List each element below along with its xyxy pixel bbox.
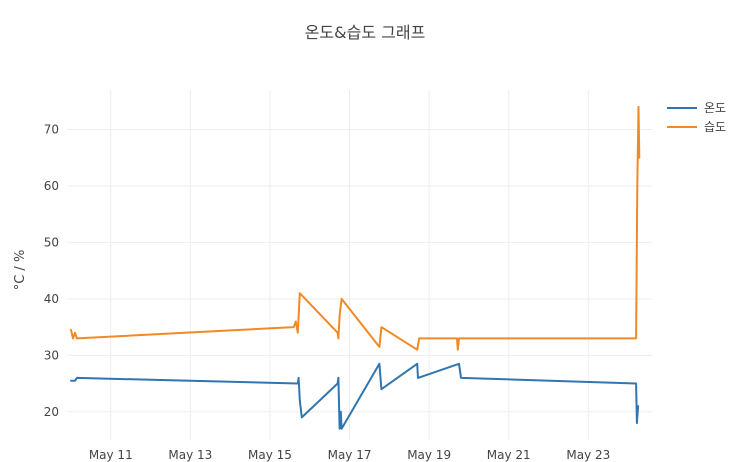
- series-lines: [70, 105, 641, 430]
- y-tick-label: 50: [44, 235, 59, 249]
- legend-item[interactable]: 습도: [667, 120, 726, 134]
- x-tick-label: May 15: [248, 448, 292, 462]
- chart-title: 온도&습도 그래프: [305, 23, 426, 42]
- x-tick-label: May 21: [487, 448, 531, 462]
- x-tick-label: May 17: [328, 448, 372, 462]
- y-tick-label: 40: [44, 292, 59, 306]
- grid: [67, 90, 652, 440]
- x-tick-label: May 13: [168, 448, 212, 462]
- y-tick-label: 20: [44, 405, 59, 419]
- y-tick-label: 60: [44, 179, 59, 193]
- series-line-2: [70, 105, 641, 351]
- y-axis-label: °C / %: [13, 250, 28, 291]
- legend-item[interactable]: 온도: [667, 101, 726, 115]
- x-tick-label: May 11: [89, 448, 133, 462]
- x-tick-label: May 23: [566, 448, 610, 462]
- legend-label: 습도: [704, 120, 726, 134]
- axis-ticks: 20 30 40 50 60 70 May 11 May 13 May 15 May 17 May …: [44, 123, 611, 462]
- x-tick-label: May 19: [407, 448, 451, 462]
- y-tick-label: 70: [44, 123, 59, 137]
- legend-label: 온도: [704, 101, 726, 115]
- series-line-1: [70, 362, 640, 430]
- y-tick-label: 30: [44, 348, 59, 362]
